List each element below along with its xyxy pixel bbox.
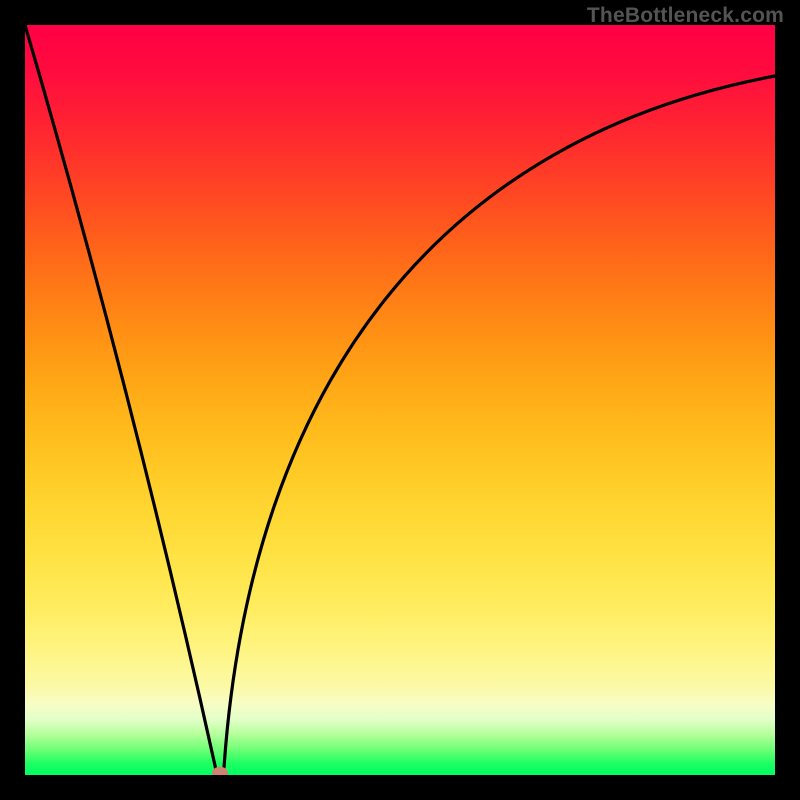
- gradient-background: [0, 0, 800, 800]
- watermark-text: TheBottleneck.com: [587, 4, 784, 28]
- bottleneck-chart: TheBottleneck.com: [0, 0, 800, 800]
